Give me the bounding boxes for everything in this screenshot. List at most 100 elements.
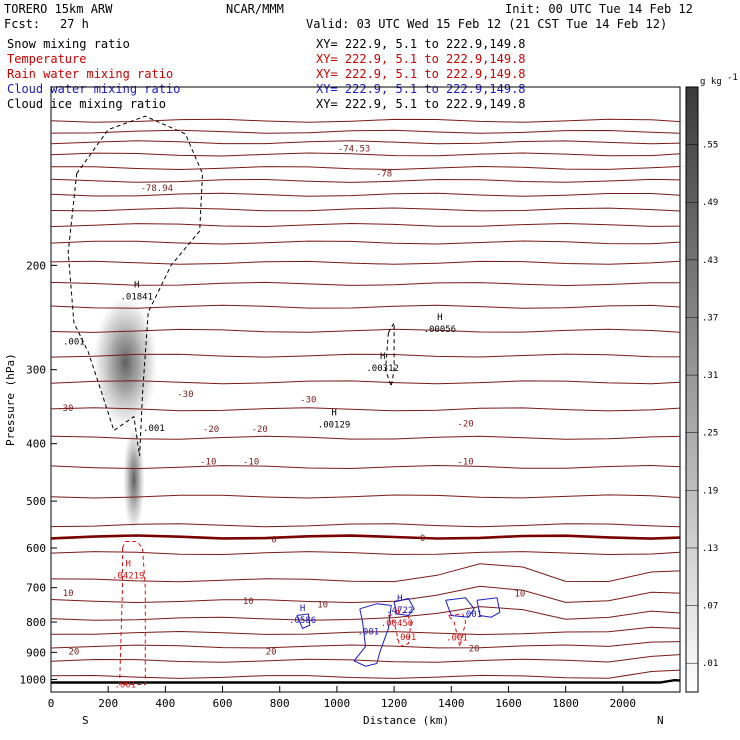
endpoint-left: S bbox=[82, 714, 89, 727]
y-tick-label-8: 1000 bbox=[20, 673, 47, 686]
valid-time: Valid: 03 UTC Wed 15 Feb 12 (21 CST Tue … bbox=[306, 17, 667, 31]
isotherm-4 bbox=[50, 165, 681, 171]
maximum-marker-5: H bbox=[437, 313, 442, 323]
isotherm-label-19: -74.53 bbox=[338, 144, 371, 154]
isotherm-label-12: 10 bbox=[243, 597, 254, 607]
colorbar: .01 .07 .13 .19 .25 .31 .37 .43 .49 .55 g kg -1 bbox=[685, 73, 738, 693]
x-tick-label-7: 1400 bbox=[438, 697, 465, 710]
isotherm-label-0: -30 bbox=[57, 404, 73, 414]
plot-frame bbox=[50, 86, 681, 693]
isotherm-label-13: 10 bbox=[317, 600, 328, 610]
y-tick-label-2: 400 bbox=[26, 438, 46, 451]
colorbar-tick-label-5: .31 bbox=[702, 371, 718, 381]
colorbar-tick-label-3: .19 bbox=[702, 486, 718, 496]
isotherm-7 bbox=[50, 207, 681, 212]
isotherm-23 bbox=[50, 563, 681, 583]
maximum-value-1: .001 bbox=[63, 338, 85, 348]
maximum-marker-3: H bbox=[331, 409, 336, 419]
legend-xy-3: XY= 222.9, 5.1 to 222.9,149.8 bbox=[316, 82, 526, 96]
y-tick-label-4: 600 bbox=[26, 542, 46, 555]
isotherm-label-10: 0 bbox=[420, 534, 425, 544]
rain-contour-mid bbox=[388, 611, 412, 648]
maximum-value-14: .001 bbox=[114, 680, 136, 690]
maximum-marker-7: H bbox=[300, 604, 305, 614]
header: TORERO 15km ARW NCAR/MMM Init: 00 UTC Tu… bbox=[4, 2, 693, 31]
terrain-line bbox=[51, 678, 681, 684]
isotherm-2 bbox=[50, 140, 681, 145]
isotherm-label-2: -30 bbox=[300, 396, 316, 406]
isotherm-label-3: -20 bbox=[203, 425, 219, 435]
rain-contour-right bbox=[448, 613, 467, 647]
x-tick-label-1: 200 bbox=[98, 697, 118, 710]
isotherm-21 bbox=[50, 534, 681, 540]
isotherm-1 bbox=[50, 129, 681, 134]
legend-name-4: Cloud ice mixing ratio bbox=[7, 97, 166, 111]
maximum-value-7: .0586 bbox=[289, 616, 316, 626]
isotherm-13 bbox=[50, 328, 681, 333]
isotherm-label-4: -20 bbox=[252, 425, 268, 435]
snow-plume-upper bbox=[91, 298, 160, 442]
colorbar-tick-label-1: .07 bbox=[702, 602, 718, 612]
colorbar-tick-label-6: .37 bbox=[702, 313, 718, 323]
x-tick-label-3: 600 bbox=[213, 697, 233, 710]
fcst-label: Fcst: bbox=[4, 17, 40, 31]
isotherm-lines bbox=[50, 118, 681, 684]
x-axis-label: Distance (km) bbox=[363, 714, 449, 727]
cloud-water-contour-c bbox=[445, 597, 475, 618]
x-tick-label-10: 2000 bbox=[610, 697, 637, 710]
maximum-value-8: .4722 bbox=[386, 606, 413, 616]
maximum-marker-6: H bbox=[125, 559, 130, 569]
x-tick-label-5: 1000 bbox=[324, 697, 351, 710]
isotherm-10 bbox=[50, 260, 681, 265]
isotherm-8 bbox=[50, 222, 681, 228]
field-legend: Snow mixing ratio XY= 222.9, 5.1 to 222.9… bbox=[7, 37, 526, 111]
maximum-marker-9: H bbox=[394, 607, 399, 617]
contour-labels: -30 -30 -30 -20 -20 -20 -10 -10 -10 0 0 10 10 10 10 20 2… bbox=[57, 144, 525, 690]
legend-xy-2: XY= 222.9, 5.1 to 222.9,149.8 bbox=[316, 67, 526, 81]
colorbar-tick-label-8: .49 bbox=[702, 198, 718, 208]
maximum-marker-8: H bbox=[397, 594, 402, 604]
legend-name-1: Temperature bbox=[7, 52, 86, 66]
colorbar-tick-label-0: .01 bbox=[702, 659, 718, 669]
y-tick-label-0: 200 bbox=[26, 259, 46, 272]
colorbar-tick-label-7: .43 bbox=[702, 256, 718, 266]
isotherm-29 bbox=[50, 669, 681, 679]
x-tick-label-6: 1200 bbox=[381, 697, 408, 710]
isotherm-label-18: -78.94 bbox=[141, 184, 174, 194]
isotherm-25 bbox=[50, 606, 681, 621]
isotherm-14 bbox=[50, 353, 681, 358]
isotherm-label-16: 20 bbox=[266, 647, 277, 657]
legend-xy-0: XY= 222.9, 5.1 to 222.9,149.8 bbox=[316, 37, 526, 51]
rain-contour-column bbox=[119, 541, 146, 685]
isotherm-label-11: 10 bbox=[63, 589, 74, 599]
isotherm-3 bbox=[50, 152, 681, 157]
y-tick-label-7: 900 bbox=[26, 646, 46, 659]
isotherm-15 bbox=[50, 380, 681, 385]
isotherm-19 bbox=[50, 494, 681, 499]
isotherm-label-9: 0 bbox=[271, 535, 276, 545]
legend-xy-1: XY= 222.9, 5.1 to 222.9,149.8 bbox=[316, 52, 526, 66]
init-time: Init: 00 UTC Tue 14 Feb 12 bbox=[505, 2, 693, 16]
endpoint-right: N bbox=[657, 714, 664, 727]
isotherm-16 bbox=[50, 407, 681, 412]
colorbar-unit-exponent: -1 bbox=[727, 73, 738, 83]
snow-contour-small bbox=[384, 320, 395, 387]
isotherm-22 bbox=[50, 551, 681, 556]
isotherm-label-17: 20 bbox=[469, 645, 480, 655]
maximum-value-12: .001 bbox=[446, 634, 468, 644]
isotherm-5 bbox=[50, 178, 681, 183]
maximum-value-5: .00056 bbox=[424, 325, 457, 335]
cloud-water-contour-d bbox=[476, 597, 501, 618]
isotherm-label-5: -20 bbox=[457, 420, 473, 430]
isotherm-label-15: 20 bbox=[68, 647, 79, 657]
isotherm-6 bbox=[50, 192, 681, 197]
isotherm-27 bbox=[50, 641, 681, 649]
cloud-water-contour-b bbox=[393, 597, 415, 617]
legend-name-0: Snow mixing ratio bbox=[7, 37, 130, 51]
maximum-value-2: .001 bbox=[143, 424, 165, 434]
isotherm-label-14: 10 bbox=[514, 589, 525, 599]
x-tick-label-8: 1600 bbox=[495, 697, 522, 710]
colorbar-tick-label-9: .55 bbox=[702, 141, 718, 151]
maximum-value-10: .001 bbox=[358, 627, 380, 637]
isotherm-18 bbox=[50, 464, 681, 470]
